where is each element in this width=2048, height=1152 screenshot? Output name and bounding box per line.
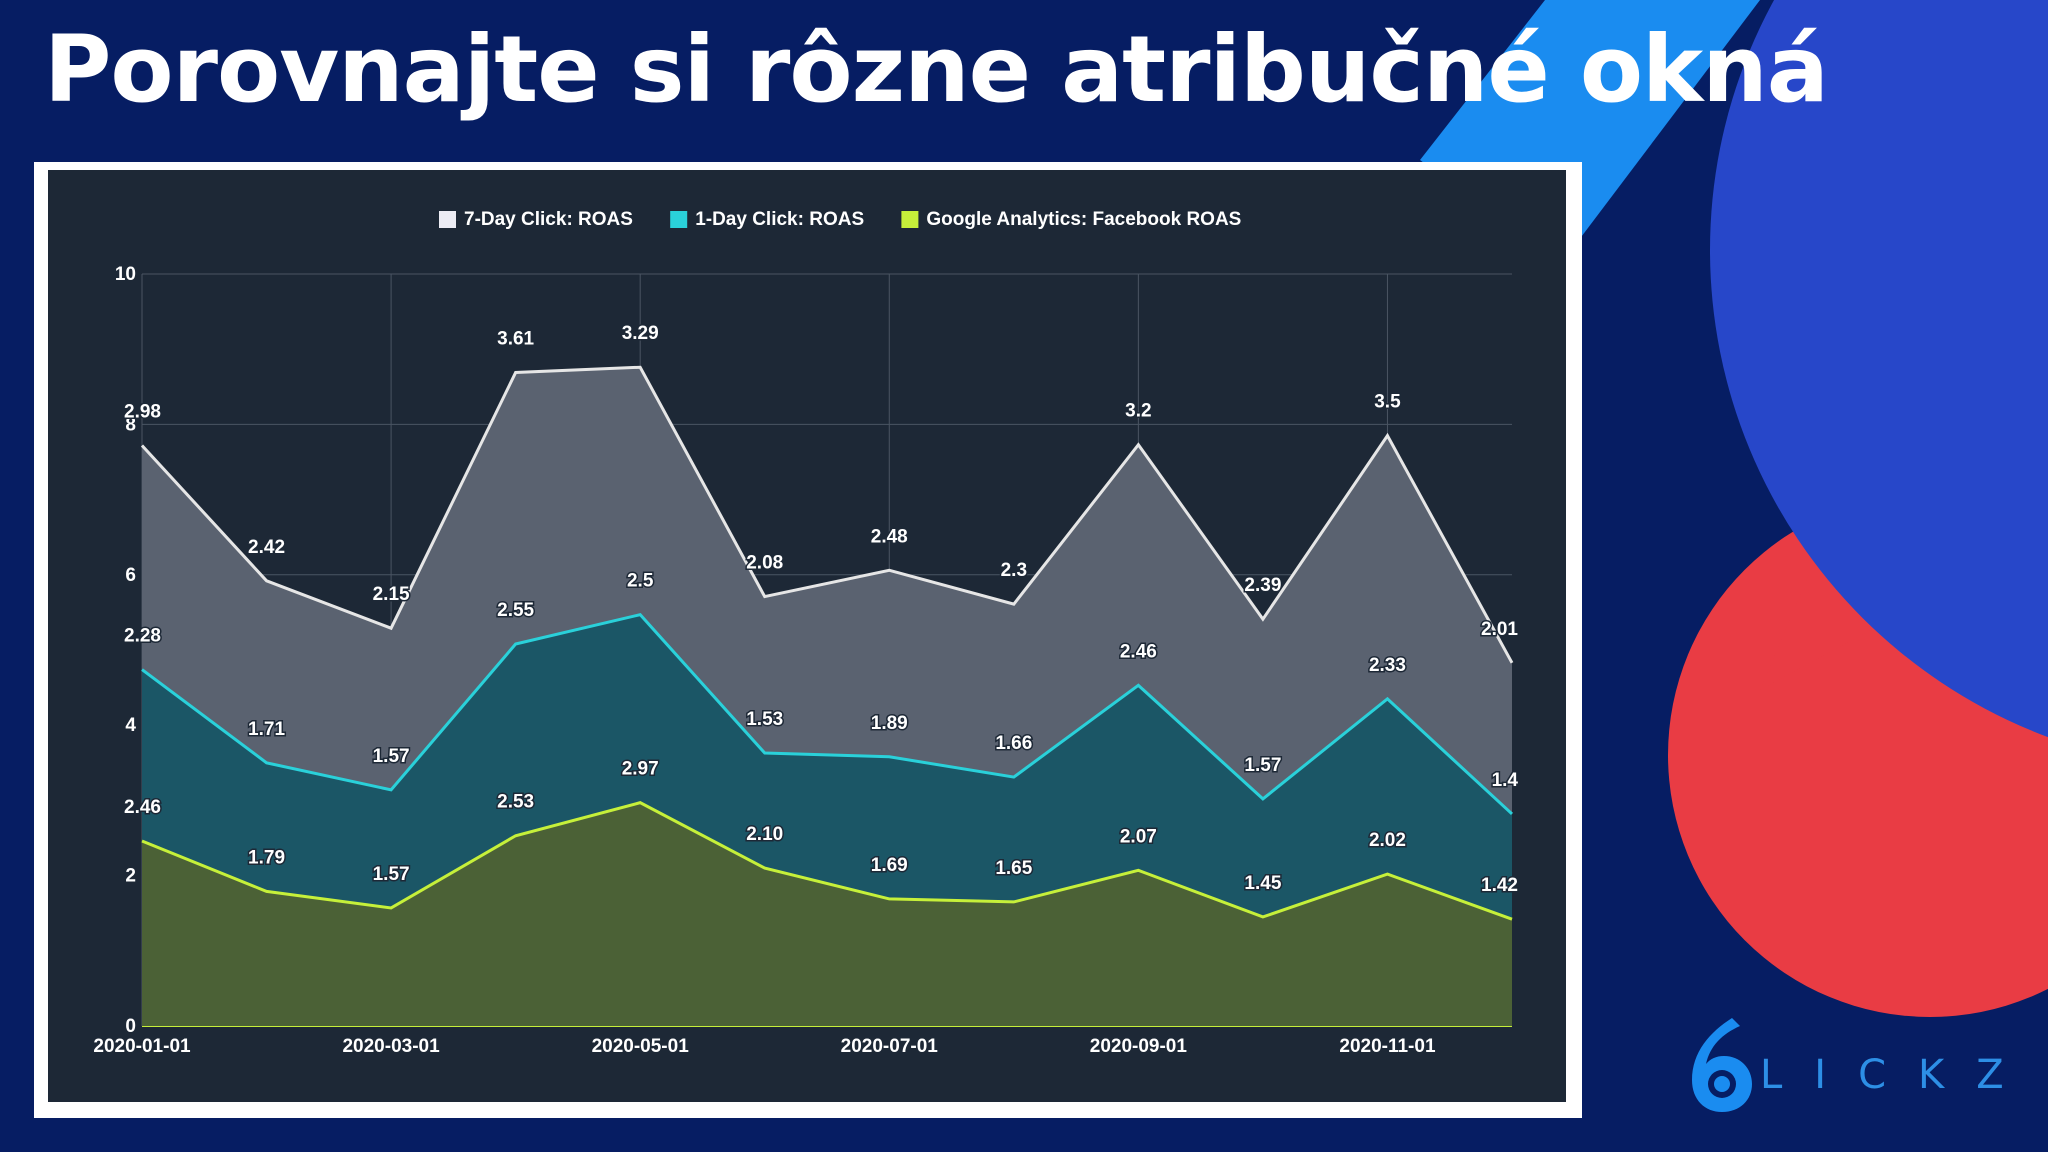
data-label: 2.33 [1369, 655, 1406, 676]
x-tick-label: 2020-09-01 [1090, 1036, 1188, 1057]
data-label: 2.08 [746, 553, 783, 574]
area-layer [142, 367, 1512, 1026]
data-label: 3.61 [497, 329, 534, 350]
line-series-1 [141, 612, 1514, 816]
data-label: 2.15 [373, 584, 410, 605]
data-label: 1.57 [1244, 755, 1281, 776]
data-label: 2.48 [871, 526, 908, 547]
legend-label: 7-Day Click: ROAS [464, 209, 633, 230]
data-label: 2.28 [124, 626, 161, 647]
area-series-2 [142, 802, 1512, 1026]
clickz-logo: LICKZ [1680, 1010, 2020, 1120]
data-label: 2.10 [746, 824, 783, 845]
legend-label: Google Analytics: Facebook ROAS [926, 209, 1241, 230]
data-label: 1.4 [1492, 770, 1519, 791]
data-label: 2.98 [124, 401, 161, 422]
data-label-layer: 2.46 1.79 1.57 2.53 2.97 2.10 1.69 1.65 2.07 1.45… [123, 322, 1520, 898]
data-label: 2.01 [1481, 619, 1518, 640]
data-label: 1.69 [871, 855, 908, 876]
data-label: 1.57 [373, 864, 410, 885]
line-layer [140, 365, 1514, 921]
data-label: 2.39 [1244, 575, 1281, 596]
legend-swatch [901, 211, 919, 228]
x-tick-label: 2020-03-01 [342, 1036, 440, 1057]
legend-swatch [439, 211, 456, 228]
data-label: 2.5 [627, 571, 654, 592]
line-series-0 [140, 365, 1514, 664]
y-tick-label: 0 [125, 1016, 136, 1037]
data-label: 1.65 [995, 858, 1032, 879]
data-label: 1.42 [1481, 875, 1518, 896]
legend-item[interactable]: 7-Day Click: ROAS [439, 209, 633, 230]
data-label: 2.53 [497, 792, 534, 813]
blue-blob [1710, 0, 2048, 737]
line-series-2 [141, 801, 1513, 921]
data-label: 2.3 [1001, 560, 1027, 581]
x-tick-label: 2020-05-01 [592, 1036, 690, 1057]
page-title: Porovnajte si rôzne atribučné okná [44, 16, 1829, 123]
data-label: 1.66 [995, 733, 1032, 754]
data-label: 1.89 [871, 713, 908, 734]
x-tick-label: 2020-01-01 [93, 1036, 191, 1057]
y-tick-label: 4 [125, 715, 136, 736]
data-label: 2.07 [1120, 826, 1157, 847]
roas-area-chart: 0 2 4 6 8 10 2020-01-01 2020-03-01 2020-05-01 202… [93, 209, 1520, 1057]
legend-swatch [670, 211, 688, 228]
data-label: 3.2 [1125, 401, 1151, 422]
legend-item[interactable]: Google Analytics: Facebook ROAS [901, 209, 1241, 230]
logo-six-icon [1692, 1018, 1752, 1112]
data-label: 2.46 [124, 797, 161, 818]
y-tick-label: 8 [125, 414, 136, 435]
y-tick-label: 6 [125, 565, 136, 586]
area-series-1 [142, 614, 1512, 920]
y-tick-label: 2 [125, 866, 136, 887]
x-tick-label: 2020-07-01 [841, 1036, 939, 1057]
y-tick-label: 10 [115, 264, 136, 285]
area-series-0 [142, 367, 1512, 814]
logo-wordmark: LICKZ [1760, 1052, 2036, 1098]
data-label: 2.46 [1120, 641, 1157, 662]
legend[interactable]: 7-Day Click: ROAS 1-Day Click: ROAS Google… [439, 209, 1241, 230]
data-label: 3.5 [1374, 392, 1401, 413]
tick-layer: 0 2 4 6 8 10 2020-01-01 2020-03-01 2020-05-01 202… [93, 264, 1436, 1057]
data-label: 1.71 [248, 719, 285, 740]
data-label: 2.55 [497, 600, 534, 621]
data-label: 1.45 [1244, 873, 1281, 894]
data-label: 2.42 [248, 537, 285, 558]
data-label: 2.97 [622, 759, 659, 780]
data-label: 1.57 [373, 746, 410, 767]
data-label: 3.29 [622, 323, 659, 344]
chart-panel: 0 2 4 6 8 10 2020-01-01 2020-03-01 2020-05-01 202… [48, 170, 1566, 1102]
data-label: 1.53 [746, 709, 783, 730]
legend-label: 1-Day Click: ROAS [695, 209, 864, 230]
data-label: 2.02 [1369, 830, 1406, 851]
data-label: 1.79 [248, 847, 285, 868]
x-tick-label: 2020-11-01 [1339, 1036, 1436, 1057]
legend-item[interactable]: 1-Day Click: ROAS [670, 209, 864, 230]
chart-frame: 0 2 4 6 8 10 2020-01-01 2020-03-01 2020-05-01 202… [34, 162, 1582, 1118]
